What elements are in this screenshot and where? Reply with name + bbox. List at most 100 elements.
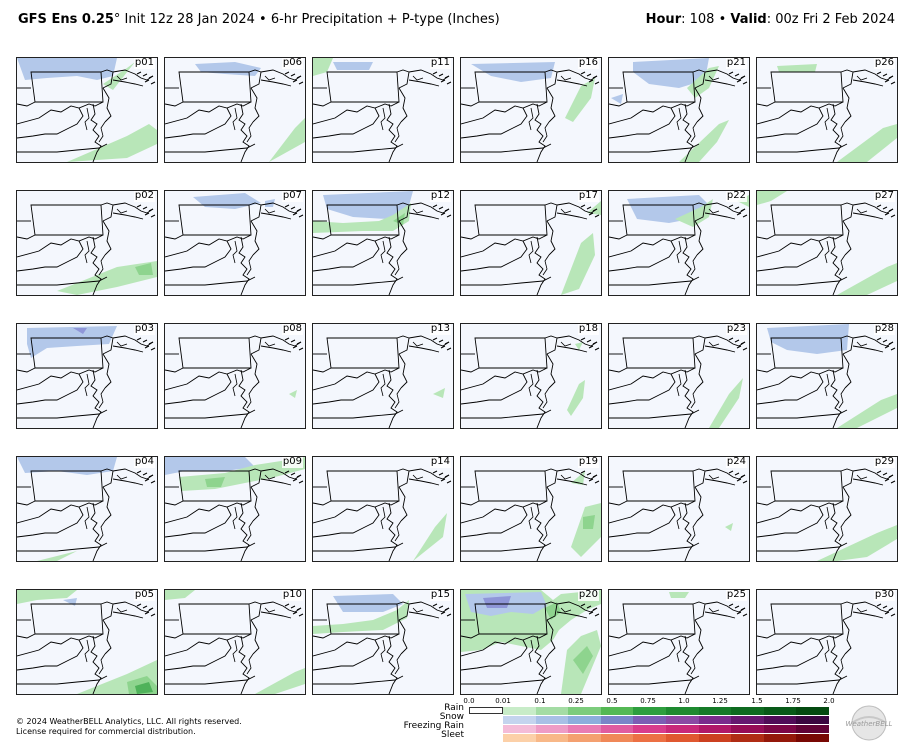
legend-swatch — [535, 734, 569, 742]
legend-swatch — [633, 707, 666, 715]
precip-area — [193, 193, 261, 209]
panel-map — [461, 62, 600, 162]
ensemble-panel-p05: p05 — [16, 589, 158, 695]
panel-map — [17, 202, 157, 295]
member-label: p05 — [133, 589, 155, 601]
legend-zero-swatch — [469, 707, 503, 714]
ensemble-panel-p06: p06 — [164, 57, 306, 163]
legend-snow-scale — [503, 716, 829, 724]
map-title: GFS Ens 0.25° Init 12z 28 Jan 2024 • 6-h… — [18, 12, 500, 27]
precip-area — [575, 342, 583, 350]
legend-swatch — [763, 725, 797, 733]
legend-tick: 1.75 — [785, 697, 801, 705]
panel-map — [17, 457, 156, 561]
member-label: p18 — [577, 323, 599, 335]
ensemble-panel-p22: p22 — [608, 190, 750, 296]
precip-area — [573, 646, 593, 674]
precip-area — [17, 58, 117, 80]
legend-swatch — [796, 716, 829, 724]
legend-swatch — [665, 734, 699, 742]
legend-tick: 0.1 — [534, 697, 546, 705]
precip-area — [817, 525, 897, 561]
precip-area — [67, 124, 157, 162]
legend-swatch — [698, 707, 732, 715]
member-label: p02 — [133, 190, 155, 202]
panel-map — [165, 590, 305, 694]
legend-swatch — [535, 725, 569, 733]
legend-swatch — [665, 707, 699, 715]
ensemble-panel-p20: p20 — [460, 589, 602, 695]
precip-area — [433, 388, 445, 398]
precip-area — [709, 378, 743, 428]
legend-swatch — [796, 725, 829, 733]
precip-area — [777, 64, 817, 72]
precip-area — [165, 590, 195, 600]
ensemble-panel-p17: p17 — [460, 190, 602, 296]
precip-area — [483, 596, 511, 608]
precip-area — [255, 668, 305, 694]
legend-tick: 0.5 — [606, 697, 618, 705]
legend-label-freezing-rain: Freezing Rain — [403, 721, 464, 731]
member-label: p06 — [281, 57, 303, 69]
precip-area — [393, 213, 405, 225]
precip-area — [135, 263, 153, 275]
panel-map — [313, 58, 452, 162]
panel-map — [461, 335, 600, 428]
ensemble-panel-p15: p15 — [312, 589, 454, 695]
member-label: p12 — [429, 190, 451, 202]
ensemble-panel-p13: p13 — [312, 323, 454, 429]
panel-map — [165, 335, 304, 428]
ensemble-panel-p18: p18 — [460, 323, 602, 429]
legend-swatch — [665, 716, 699, 724]
precip-area — [17, 457, 117, 475]
precip-area — [195, 62, 261, 76]
ensemble-panel-p19: p19 — [460, 456, 602, 562]
panel-map — [757, 64, 897, 162]
precip-area — [587, 201, 601, 215]
ensemble-panel-p02: p02 — [16, 190, 158, 296]
ensemble-panel-p14: p14 — [312, 456, 454, 562]
ensemble-panel-p12: p12 — [312, 190, 454, 296]
precip-area — [837, 394, 897, 428]
legend-swatch — [796, 734, 829, 742]
legend-swatch — [698, 716, 732, 724]
member-label: p28 — [873, 323, 895, 335]
ensemble-panel-p04: p04 — [16, 456, 158, 562]
legend-swatch — [535, 707, 569, 715]
member-label: p25 — [725, 589, 747, 601]
member-label: p16 — [577, 57, 599, 69]
ensemble-panel-p30: p30 — [756, 589, 898, 695]
member-label: p23 — [725, 323, 747, 335]
legend-swatch — [633, 716, 666, 724]
panel-map — [757, 468, 897, 561]
precip-area — [679, 120, 729, 162]
ensemble-panel-p26: p26 — [756, 57, 898, 163]
panel-map — [165, 62, 305, 162]
member-label: p14 — [429, 456, 451, 468]
member-label: p01 — [133, 57, 155, 69]
ensemble-panel-grid: p01 p06 p11 p16 p21 p26 p02 p07 p12 — [16, 57, 898, 695]
precip-area — [565, 78, 595, 122]
ensemble-panel-p21: p21 — [608, 57, 750, 163]
panel-map — [757, 324, 897, 428]
weatherbell-logo: WeatherBELL — [840, 703, 898, 743]
legend-swatch — [503, 734, 536, 742]
precip-area — [205, 477, 225, 487]
legend-rain-scale — [503, 707, 829, 715]
ensemble-panel-p23: p23 — [608, 323, 750, 429]
precip-area — [265, 199, 275, 207]
panel-map — [609, 335, 748, 428]
ensemble-panel-p03: p03 — [16, 323, 158, 429]
member-label: p27 — [873, 190, 895, 202]
legend-swatch — [535, 716, 569, 724]
ensemble-panel-p09: p09 — [164, 456, 306, 562]
precip-area — [333, 594, 403, 612]
precip-area — [567, 380, 585, 416]
precip-area — [333, 62, 373, 70]
panel-map — [609, 468, 748, 561]
precip-area — [757, 191, 787, 205]
precip-area — [63, 598, 77, 606]
member-label: p13 — [429, 323, 451, 335]
precip-area — [313, 203, 411, 233]
ensemble-panel-p08: p08 — [164, 323, 306, 429]
